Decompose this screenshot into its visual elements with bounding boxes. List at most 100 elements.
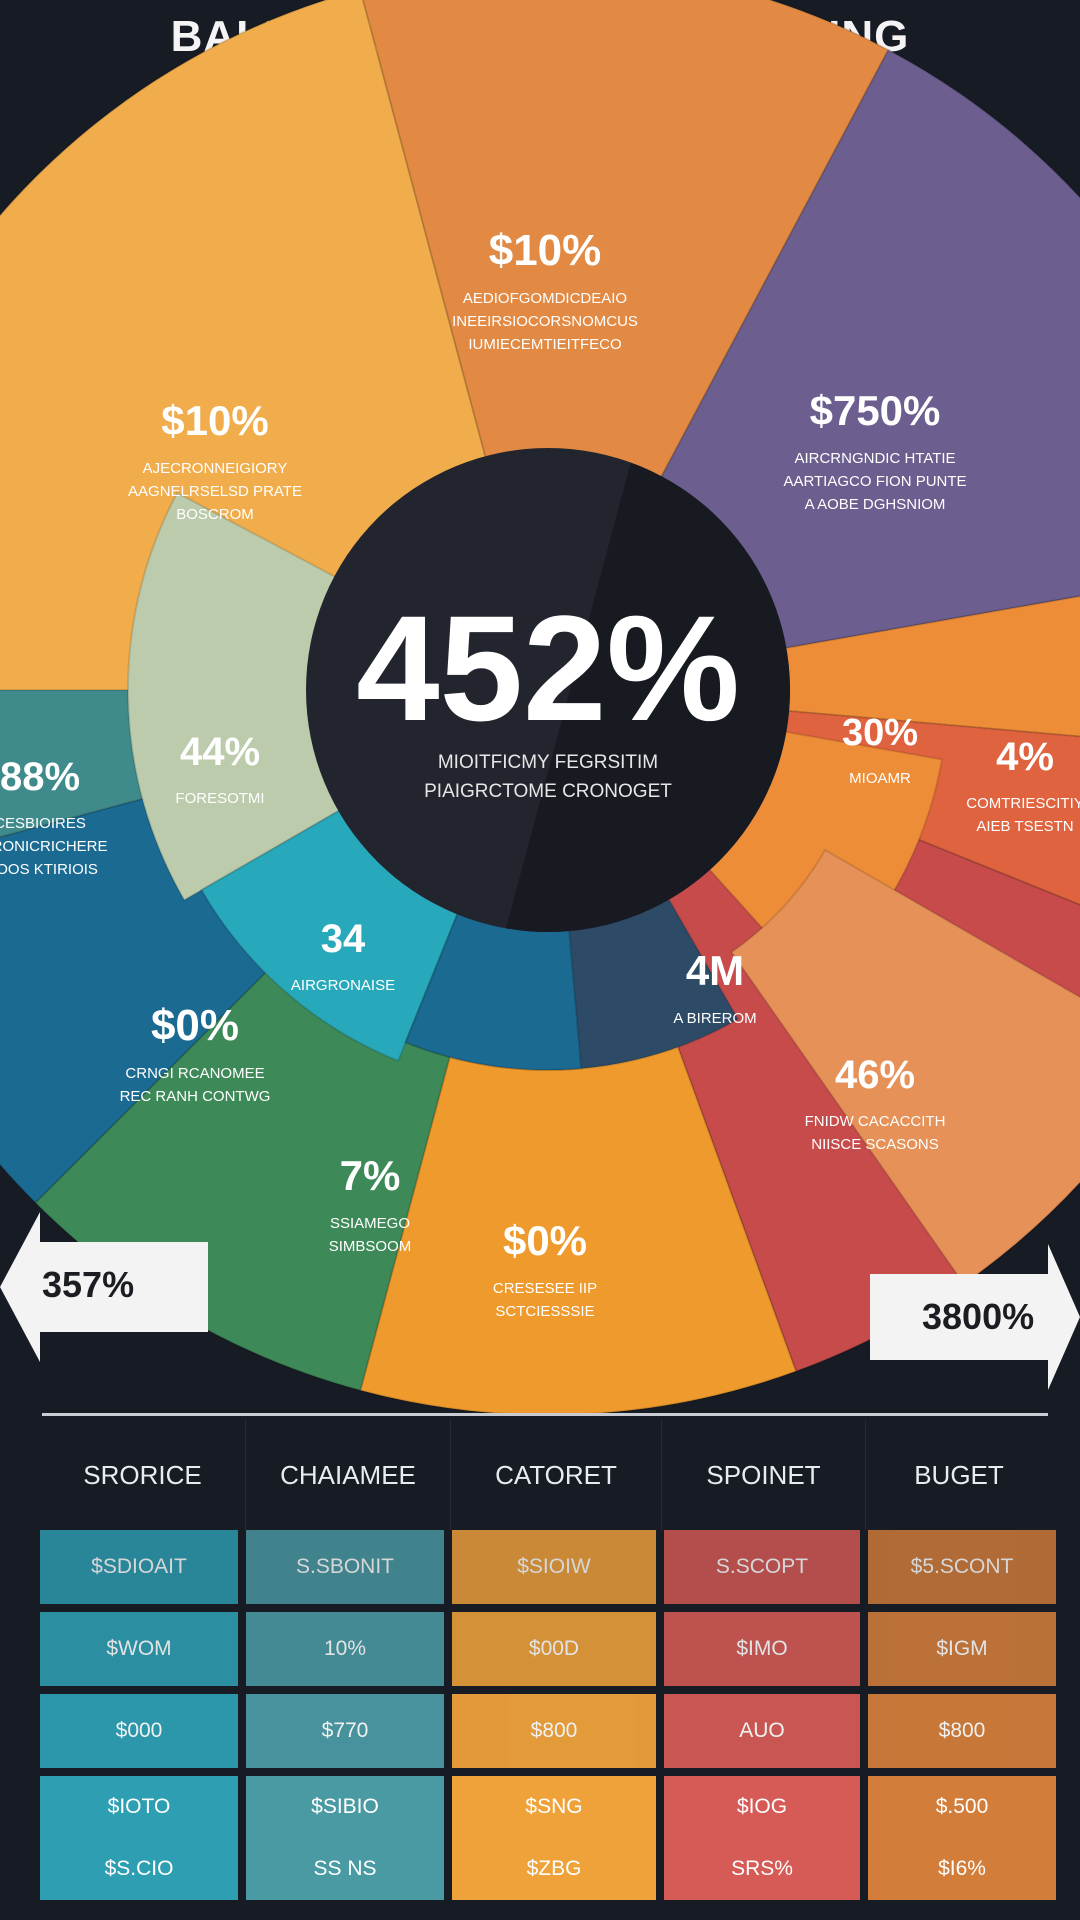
center-value: 452% [356,584,740,752]
table-cell: $770 [246,1694,444,1768]
slice-caption: SCTCIESSSIE [495,1303,594,1320]
table-cell: S.SBONIT [246,1530,444,1604]
table-header-cell: CATORET [450,1420,661,1530]
slice-value-label: $0% [151,1001,239,1050]
table-cell: $SDIOAIT [40,1530,238,1604]
table-cell-text: $.500 [935,1795,989,1818]
table-cell-text: $IOG [736,1795,788,1818]
divider [42,1413,1048,1416]
donut-chart: $10% AJECRONNEIGIORY AAGNELRSELSD PRATE BOS… [0,0,1080,1416]
slice-caption: SIMBSOOM [329,1238,412,1255]
table-header-row: SRORICE CHAIAMEE CATORET SPOINET BUGET [40,1420,1048,1530]
arrow-right-icon [870,1244,1080,1390]
table-cell: $SIOIW [452,1530,656,1604]
slice-caption: NIISCE SCASONS [811,1136,939,1153]
slice-value-label: 46% [835,1053,915,1097]
slice-caption: CESBIOIRES [0,815,86,832]
table-cell-text: $SNG [525,1795,583,1818]
table-cell-text: SRS% [731,1857,793,1880]
table-cell-text: S.SCOPT [715,1555,809,1578]
slice-caption: FNIDW CACACCITH [805,1113,946,1130]
slice-caption: COMTRIESCITIY [966,795,1080,812]
table-cell-text: $000 [115,1719,163,1742]
left-arrow-label: 357% [42,1264,135,1305]
center-caption: PIAIGRCTOME CRONOGET [424,781,672,802]
center-caption: MIOITFICMY FEGRSITIM [438,752,658,773]
table-row: $WOM 10% $00D $IMO $IGM [40,1612,1056,1686]
table-cell-text: $SDIOAIT [91,1555,187,1578]
slice-value-label: $0% [503,1217,587,1264]
slice-value-label: 4% [996,735,1054,779]
table-cell-text: SS NS [313,1857,377,1880]
table-cell: $00D [452,1612,656,1686]
right-arrow-label: 3800% [922,1296,1035,1337]
slice-caption: AJECRONNEIGIORY [143,460,288,477]
donut-center-shade [505,462,790,932]
table-cell-text: $IMO [736,1637,788,1660]
slice-caption: FORESOTMI [175,790,264,807]
table-cell: $.500 $I6% [868,1776,1056,1900]
table-header-cell: SPOINET [661,1420,865,1530]
left-arrow-callout: 357% [0,1212,214,1362]
table-cell-text: $IGM [936,1637,988,1660]
slice-caption: MIOAMR [849,770,911,787]
table-cell: $800 [452,1694,656,1768]
slice-caption: CRESESEE IIP [493,1280,597,1297]
table-cell: 10% [246,1612,444,1686]
table-cell: S.SCOPT [664,1530,860,1604]
table-header-cell: SRORICE [83,1459,202,1490]
table-cell-text: $IOTO [107,1795,171,1818]
table-cell-text: $800 [530,1719,578,1742]
table-cell: $IOG SRS% [664,1776,860,1900]
slice-caption: CRNGI RCANOMEE [125,1065,264,1082]
table-cell: $IMO [664,1612,860,1686]
table-body: $SDIOAIT S.SBONIT $SIOIW S.SCOPT $5.SCONT $WO… [40,1530,1056,1900]
table-cell: $000 [40,1694,238,1768]
table-cell-text: $I6% [938,1857,986,1880]
slice-value-label: 88% [0,755,80,799]
table-cell-text: $SIOIW [517,1555,591,1578]
slice-caption: A BIREROM [673,1010,756,1027]
slice-caption: BOSCROM [176,506,254,523]
slice-value-label: 34 [321,917,366,961]
table-cell: $5.SCONT [868,1530,1056,1604]
table-cell-text: $S.CIO [104,1857,174,1880]
table-cell: $WOM [40,1612,238,1686]
slice-caption: SIOOS KTIRIOIS [0,861,98,878]
slice-value-label: 44% [180,730,260,774]
slice-caption: AARTIAGCO FION PUNTE [783,473,966,490]
table-cell-text: AUO [739,1719,785,1742]
table-row: $000 $770 $800 AUO $800 [40,1694,1056,1768]
table-cell: $SIBIO SS NS [246,1776,444,1900]
table-cell: AUO [664,1694,860,1768]
table-cell-text: $WOM [106,1637,172,1660]
table-cell-text: 10% [323,1637,367,1660]
slice-caption: IUMIECEMTIEITFECO [468,336,621,353]
table-cell: $IOTO $S.CIO [40,1776,238,1900]
table-cell: $800 [868,1694,1056,1768]
table-cell-text: $00D [528,1637,580,1660]
slice-value-label: 30% [842,712,918,754]
slice-caption: SSIAMEGO [330,1215,410,1232]
table-cell-text: $ZBG [526,1857,582,1880]
table-cell: $IGM [868,1612,1056,1686]
slice-value-label: $10% [489,226,602,275]
slice-value-label: 7% [340,1152,401,1199]
right-arrow-callout: 3800% [866,1242,1080,1392]
slice-caption: REC RANH CONTWG [120,1088,271,1105]
slice-caption: AAGNELRSELSD PRATE [128,483,302,500]
slice-caption: AIRCRNGNDIC HTATIE [794,450,955,467]
arrow-left-icon [0,1212,208,1362]
slice-value-label: $10% [161,397,268,444]
table-cell-text: S.SBONIT [295,1555,395,1578]
table-header-cell: BUGET [865,1420,1052,1530]
slice-caption: INEEIRSIOCORSNOMCUS [452,313,638,330]
table-row: $SDIOAIT S.SBONIT $SIOIW S.SCOPT $5.SCONT [40,1530,1056,1604]
table-cell-text: $800 [938,1719,986,1742]
slice-caption: AIRGRONAISE [291,977,395,994]
slice-caption: STRONICRICHERE [0,838,108,855]
slice-caption: AIEB TSESTN [976,818,1073,835]
table-cell: $SNG $ZBG [452,1776,656,1900]
table-row: $IOTO $S.CIO $SIBIO SS NS $SNG $ZBG $IOG SRS% $.… [40,1776,1056,1900]
table-cell-text: $5.SCONT [910,1555,1014,1578]
